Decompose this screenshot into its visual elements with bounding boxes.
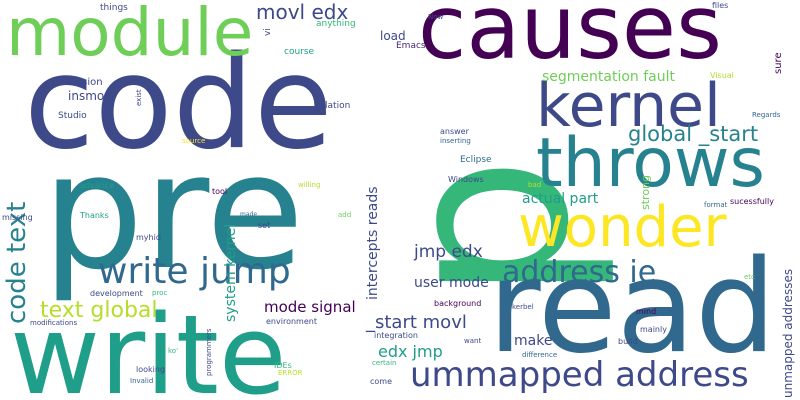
word-movl-edx: movl edx <box>256 0 349 24</box>
word-jmp-edx: jmp edx <box>414 242 483 262</box>
word-things: things <box>100 3 128 13</box>
word-myhid: myhid <box>136 233 161 242</box>
word-mainly: mainly <box>640 325 667 334</box>
word-studio: Studio <box>58 111 87 121</box>
word-source: source <box>182 137 206 145</box>
word-add: add <box>338 211 352 219</box>
word-proc: proc <box>152 289 168 297</box>
word-unmapped-addresses: unmapped addresses <box>781 268 795 398</box>
word-invalid: Invalid <box>130 377 154 385</box>
word-load: load <box>380 29 406 43</box>
word-development: development <box>90 289 143 298</box>
word-regards: Regards <box>752 111 781 119</box>
word-exist: exist <box>135 89 143 106</box>
word-pre: pre <box>42 118 305 305</box>
word-visual: Visual <box>710 71 734 80</box>
word-ummapped-address: ummapped address <box>410 355 749 395</box>
word-strong: strong <box>639 174 652 210</box>
word-actual-part: actual part <box>522 191 599 207</box>
word-mode-signal: mode signal <box>264 298 356 316</box>
word-answer: answer <box>440 127 469 136</box>
word-tool: tool <box>212 187 228 196</box>
word-format: format <box>704 201 728 209</box>
word-version: version <box>66 77 103 88</box>
word-vi: vi <box>263 28 273 36</box>
word-start-movl: _start movl <box>366 312 467 333</box>
word-ides: IDEs <box>274 361 292 370</box>
word-willing: willing <box>298 181 321 189</box>
word-set: set <box>258 221 271 230</box>
word-intercepts-reads: intercepts reads <box>365 186 381 300</box>
word-background: background <box>434 299 482 308</box>
word-eclipse: Eclipse <box>460 155 492 165</box>
word-write: write <box>10 291 287 400</box>
word-bad: bad <box>528 181 542 189</box>
word-emacs: Emacs <box>396 41 426 51</box>
word-sucessfully: sucessfully <box>730 197 774 206</box>
word-certain: certain <box>372 359 397 367</box>
word-inserting: inserting <box>440 137 471 145</box>
word-make: make <box>514 333 553 349</box>
word-text-global: text global <box>40 298 158 323</box>
word-want: want <box>464 337 482 345</box>
word-missing: missing <box>2 213 33 222</box>
word-thanks: Thanks <box>80 211 109 220</box>
word-insmod: insmod <box>68 89 112 103</box>
word-module: module <box>6 0 254 71</box>
word-address-ie: address ie <box>502 255 657 290</box>
word-error: ERROR <box>278 369 303 377</box>
word-segmentation-fault: segmentation fault <box>542 69 676 85</box>
word-system-kernel: system kernel <box>223 223 239 322</box>
word-throws: throws <box>536 124 765 203</box>
word-write-jump: write jump <box>98 251 291 292</box>
word-ko: ko' <box>168 347 179 355</box>
word-edx-jmp: edx jmp <box>378 342 443 361</box>
word-modifications: modifications <box>30 319 78 327</box>
word-now: Now <box>428 13 444 21</box>
word-mind: mind <box>636 307 657 316</box>
word-etc: etc <box>744 273 755 281</box>
word-made: made <box>240 211 258 218</box>
word-environment: environment <box>266 317 317 326</box>
word-anything: anything <box>316 19 356 29</box>
word-looking: looking <box>136 365 166 374</box>
word-code: code <box>24 29 333 178</box>
word-windows: Windows <box>448 175 484 184</box>
word-read: read <box>488 233 777 382</box>
word-wonder: wonder <box>518 195 727 260</box>
word-advance: advance <box>80 181 115 190</box>
word-course: course <box>284 47 315 57</box>
word-files: files <box>712 1 729 10</box>
word-difference: difference <box>522 351 558 359</box>
word-programmers: programmers <box>205 328 213 376</box>
word-integration: integration <box>374 331 418 340</box>
word-build: build <box>618 337 638 346</box>
word-come: come <box>370 377 393 386</box>
word-relation: relation <box>316 101 351 111</box>
word-sure: sure <box>773 52 784 74</box>
word-user-mode: user mode <box>414 275 489 291</box>
word-kerbel: kerbel <box>512 303 534 311</box>
word-global-start: global _start <box>628 122 759 146</box>
word-kernel: kernel <box>536 71 721 141</box>
word-causes: causes <box>418 0 722 79</box>
